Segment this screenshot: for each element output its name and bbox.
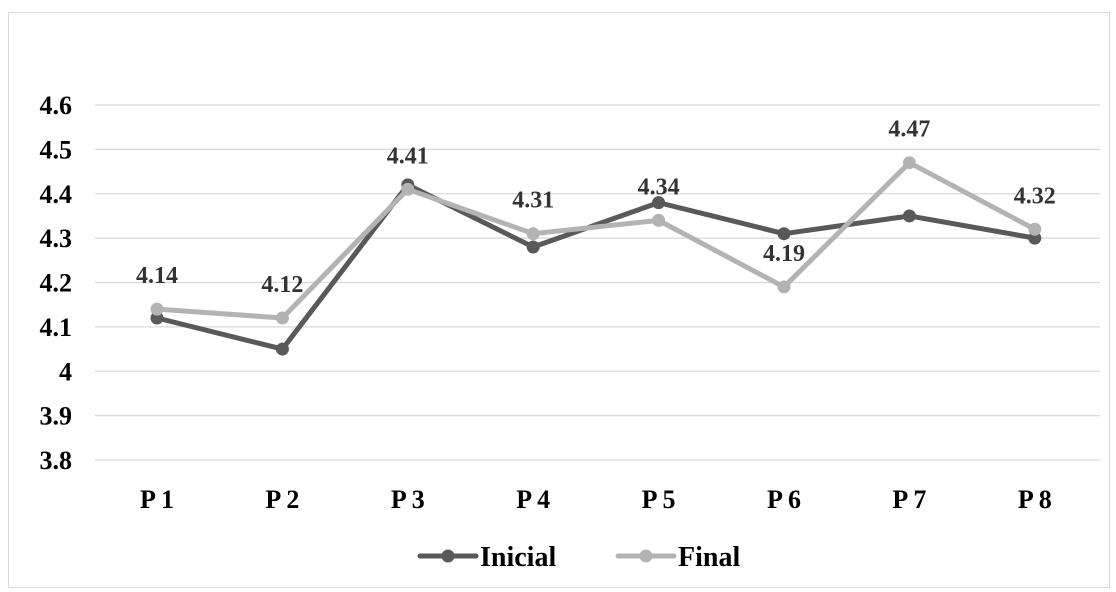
data-point-final (401, 182, 415, 196)
y-tick-label: 3.9 (40, 402, 73, 431)
y-tick-label: 3.8 (40, 446, 73, 475)
legend-label-inicial: Inicial (480, 542, 556, 573)
data-label: 4.34 (638, 174, 680, 200)
data-point-final (150, 302, 164, 316)
data-point-inicial (902, 209, 916, 223)
data-point-inicial (652, 196, 666, 210)
y-tick-label: 4 (59, 357, 72, 386)
y-tick-label: 4.2 (40, 269, 73, 298)
y-tick-label: 4.3 (40, 224, 73, 253)
x-tick-label: P 8 (1018, 485, 1052, 514)
legend-label-final: Final (678, 542, 740, 573)
x-tick-label: P 6 (767, 485, 801, 514)
y-axis-tick-labels: 4.6 4.5 4.4 4.3 4.2 4.1 4 3.9 3.8 (40, 91, 73, 475)
series-lines (154, 160, 1038, 352)
data-point-final (275, 311, 289, 325)
y-tick-label: 4.4 (40, 180, 73, 209)
data-label: 4.12 (261, 272, 303, 298)
data-point-final (902, 156, 916, 170)
data-label: 4.47 (888, 117, 930, 143)
y-tick-label: 4.1 (40, 313, 73, 342)
data-label: 4.31 (512, 188, 554, 214)
grid-lines (95, 104, 1100, 461)
y-tick-label: 4.6 (40, 91, 73, 120)
legend-marker-inicial (441, 549, 455, 563)
x-tick-label: P 2 (265, 485, 299, 514)
legend: Inicial Final (417, 542, 740, 573)
data-labels: 4.14 4.12 4.41 4.31 4.34 4.19 4.47 4.32 (136, 117, 1056, 298)
data-label: 4.19 (763, 241, 805, 267)
x-tick-label: P 4 (516, 485, 550, 514)
x-tick-label: P 1 (140, 485, 174, 514)
data-label: 4.32 (1014, 183, 1056, 209)
data-point-final (652, 213, 666, 227)
data-point-inicial (275, 342, 289, 356)
data-point-final (526, 227, 540, 241)
legend-marker-final (639, 549, 653, 563)
x-tick-label: P 3 (391, 485, 425, 514)
y-tick-label: 4.5 (40, 135, 73, 164)
series-line-inicial (154, 182, 1038, 352)
series-points (150, 156, 1042, 356)
x-tick-label: P 7 (892, 485, 926, 514)
data-point-inicial (777, 227, 791, 241)
data-label: 4.14 (136, 263, 178, 289)
chart-frame (8, 12, 1110, 588)
data-point-final (1028, 222, 1042, 236)
x-axis-tick-labels: P 1 P 2 P 3 P 4 P 5 P 6 P 7 P 8 (140, 485, 1052, 514)
series-line-final (154, 160, 1038, 321)
x-tick-label: P 5 (642, 485, 676, 514)
data-label: 4.41 (387, 143, 429, 169)
data-point-inicial (526, 240, 540, 254)
data-point-final (777, 280, 791, 294)
